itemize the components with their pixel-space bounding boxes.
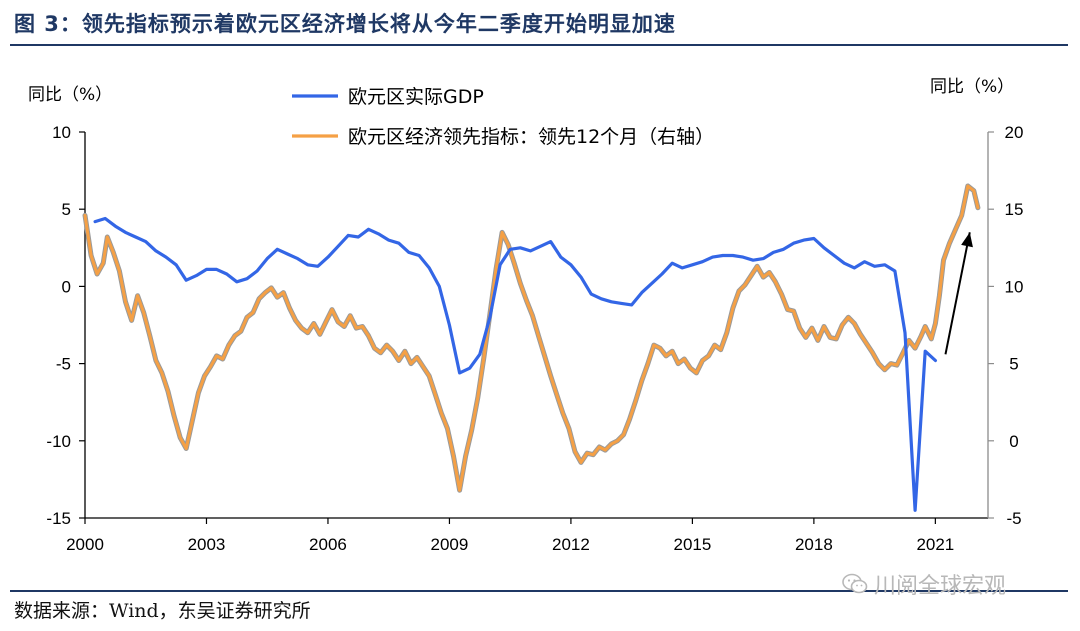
- gdp-line: [93, 216, 937, 512]
- left-tick-label: 0: [62, 277, 71, 296]
- left-y-axis: 10 5 0 -5 -10 -15: [46, 123, 85, 528]
- figure-title: 图 3：领先指标预示着欧元区经济增长将从今年二季度开始明显加速: [14, 12, 676, 36]
- left-tick-label: -10: [46, 432, 71, 451]
- right-tick-label: 0: [1009, 432, 1018, 451]
- right-tick-label: -5: [1006, 509, 1021, 528]
- right-tick-label: 20: [1005, 123, 1024, 142]
- trend-arrow-shaft: [944, 232, 971, 355]
- legend-label-gdp: 欧元区实际GDP: [348, 86, 484, 108]
- plot-frame: [84, 132, 989, 519]
- right-tick-label: 10: [1005, 277, 1024, 296]
- left-tick-label: 5: [62, 200, 71, 219]
- left-tick-label: 10: [52, 123, 71, 142]
- x-tick-label: 2021: [916, 535, 954, 554]
- right-tick-label: 5: [1009, 355, 1018, 374]
- x-tick-label: 2003: [188, 535, 226, 554]
- left-axis-unit: 同比（%）: [28, 85, 112, 105]
- x-tick-label: 2015: [673, 535, 711, 554]
- source-note: 数据来源：Wind，东吴证券研究所: [14, 600, 311, 622]
- right-y-axis: 20 15 10 5 0 -5: [988, 123, 1023, 528]
- footer-divider: [10, 590, 1068, 592]
- x-tick-label: 2000: [66, 535, 104, 554]
- series-layer: [82, 183, 981, 512]
- x-tick-label: 2009: [431, 535, 469, 554]
- leading-indicator-line: [83, 184, 980, 492]
- x-axis: 2000 2003 2006 2009 2012 2015 2018 2021: [66, 518, 954, 554]
- watermark-text: 川阅全球宏观: [874, 574, 1007, 599]
- x-tick-label: 2012: [552, 535, 590, 554]
- x-tick-label: 2006: [309, 535, 347, 554]
- legend: 欧元区实际GDP 欧元区经济领先指标：领先12个月（右轴）: [292, 86, 714, 148]
- left-tick-label: -5: [56, 355, 71, 374]
- right-axis-unit: 同比（%）: [930, 77, 1014, 97]
- wechat-icon: [842, 573, 868, 594]
- right-tick-label: 15: [1005, 200, 1024, 219]
- leading-indicator-outline: [82, 183, 981, 493]
- trend-arrow-head: [961, 232, 973, 248]
- left-tick-label: -15: [46, 509, 71, 528]
- title-divider: [10, 44, 1068, 46]
- watermark: 川阅全球宏观: [842, 568, 1006, 600]
- x-tick-label: 2018: [795, 535, 833, 554]
- legend-label-lead: 欧元区经济领先指标：领先12个月（右轴）: [348, 126, 714, 148]
